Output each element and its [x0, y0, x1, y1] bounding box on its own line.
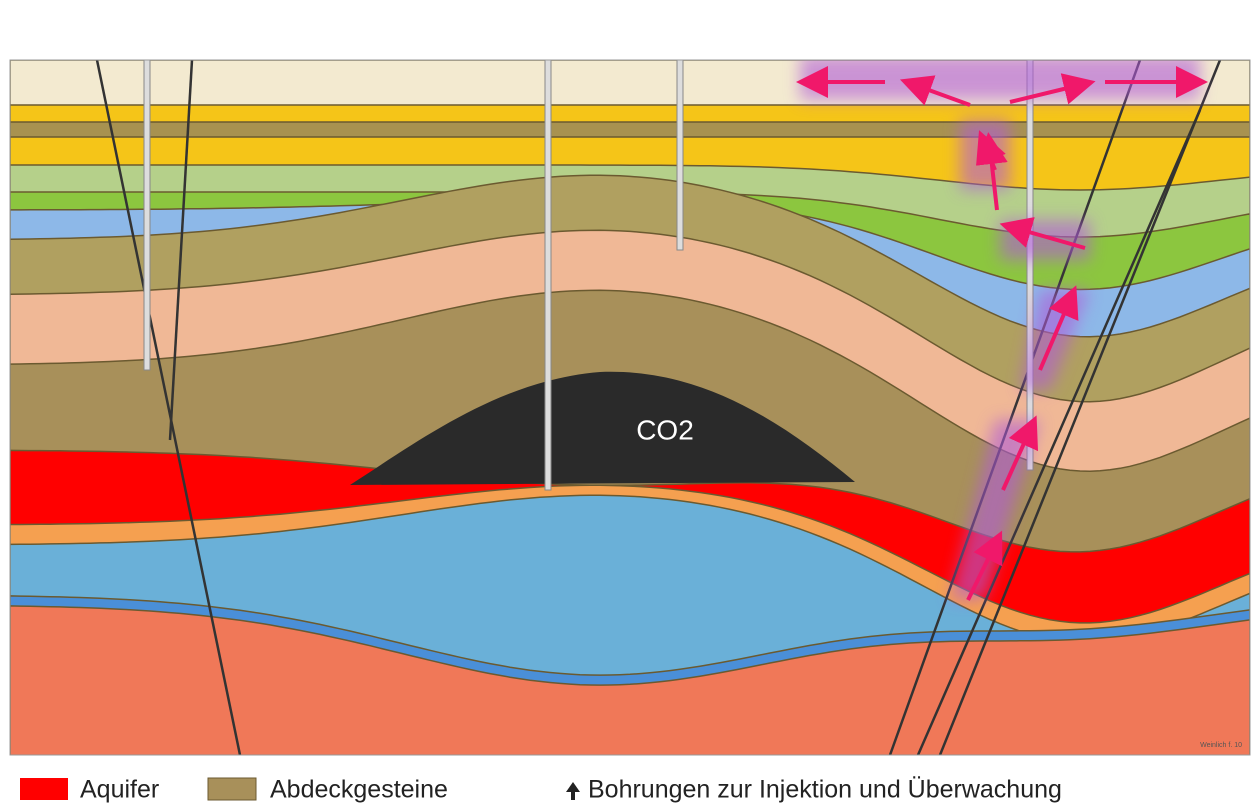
legend-label: Aquifer — [80, 776, 159, 804]
legend-label: Abdeckgesteine — [270, 776, 448, 804]
wells — [143, 60, 1034, 491]
structures: CO2 — [95, 42, 1242, 755]
frame — [9, 59, 1251, 756]
faults — [95, 60, 1222, 755]
credit: Weinlich f. 10 — [1200, 742, 1242, 749]
leakage-glow — [800, 60, 1200, 600]
co2-label: CO2 — [636, 414, 694, 445]
rock-layer — [10, 605, 1250, 755]
co2-reservoir — [350, 371, 855, 485]
legend-swatch-aquifer — [20, 778, 68, 800]
leakage-arrows — [796, 66, 1208, 601]
wells-legend: Bohrungen zur Injektion und Überwachung — [588, 776, 1062, 804]
legend-swatch-cap — [207, 777, 257, 801]
derrick — [538, 60, 559, 61]
well-symbol — [566, 782, 580, 800]
well-heads — [140, 42, 1037, 55]
